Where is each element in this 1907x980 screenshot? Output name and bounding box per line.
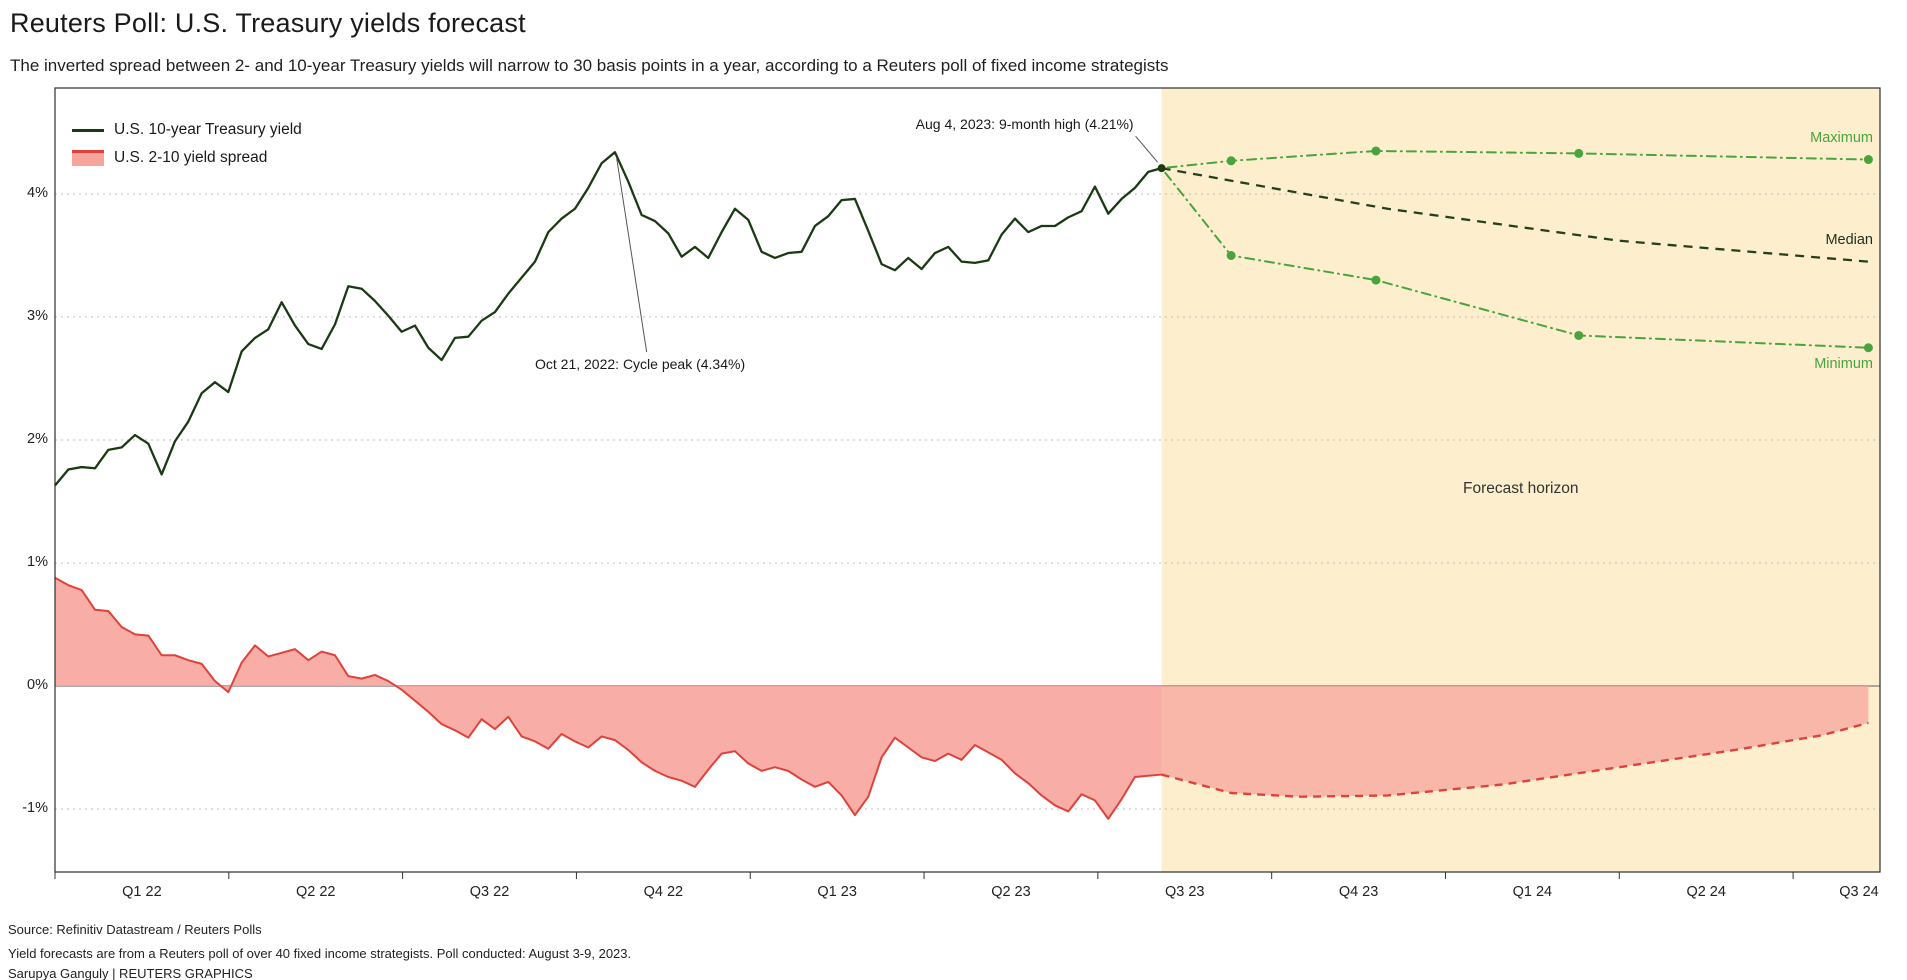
maximum-line-label: Maximum: [1810, 129, 1873, 146]
legend-label: U.S. 2-10 yield spread: [114, 149, 268, 166]
chart-legend: U.S. 10-year Treasury yield U.S. 2-10 yi…: [72, 116, 302, 172]
x-tick: Q2 23: [991, 884, 1031, 900]
area-swatch-icon: [72, 150, 104, 166]
annotation-cycle-peak: Oct 21, 2022: Cycle peak (4.34%): [535, 356, 746, 372]
x-tick: Q3 23: [1165, 884, 1205, 900]
x-tick: Q3 22: [469, 884, 510, 900]
median-line-label: Median: [1825, 231, 1873, 248]
legend-item-spread: U.S. 2-10 yield spread: [72, 144, 302, 172]
footer-note: Yield forecasts are from a Reuters poll …: [8, 946, 632, 961]
minimum-line-label: Minimum: [1814, 355, 1873, 372]
annotation-9-month-high: Aug 4, 2023: 9-month high (4.21%): [915, 116, 1134, 133]
x-tick: Q3 24: [1839, 884, 1879, 900]
x-tick: Q4 23: [1338, 884, 1379, 900]
x-tick: Q1 24: [1512, 884, 1553, 900]
x-tick: Q2 22: [295, 884, 336, 900]
x-tick: Q2 24: [1686, 884, 1726, 900]
y-tick: 2%: [27, 431, 48, 447]
x-tick: Q1 23: [817, 884, 857, 900]
y-tick: -1%: [22, 800, 48, 816]
legend-label: U.S. 10-year Treasury yield: [114, 121, 302, 138]
y-tick: 3%: [27, 308, 48, 324]
legend-item-10y: U.S. 10-year Treasury yield: [72, 116, 302, 144]
forecast-horizon-label: Forecast horizon: [1463, 480, 1579, 497]
y-tick: 0%: [27, 677, 48, 693]
x-tick: Q1 22: [122, 884, 162, 900]
line-swatch-icon: [72, 128, 104, 132]
footer-credit: Sarupya Ganguly | REUTERS GRAPHICS: [8, 966, 253, 980]
page-title: Reuters Poll: U.S. Treasury yields forec…: [10, 8, 526, 38]
y-tick: 4%: [27, 185, 48, 201]
footer-source: Source: Refinitiv Datastream / Reuters P…: [8, 922, 262, 937]
y-tick: 1%: [27, 554, 48, 570]
page-subtitle: The inverted spread between 2- and 10-ye…: [10, 56, 1169, 75]
x-tick: Q4 22: [643, 884, 684, 900]
